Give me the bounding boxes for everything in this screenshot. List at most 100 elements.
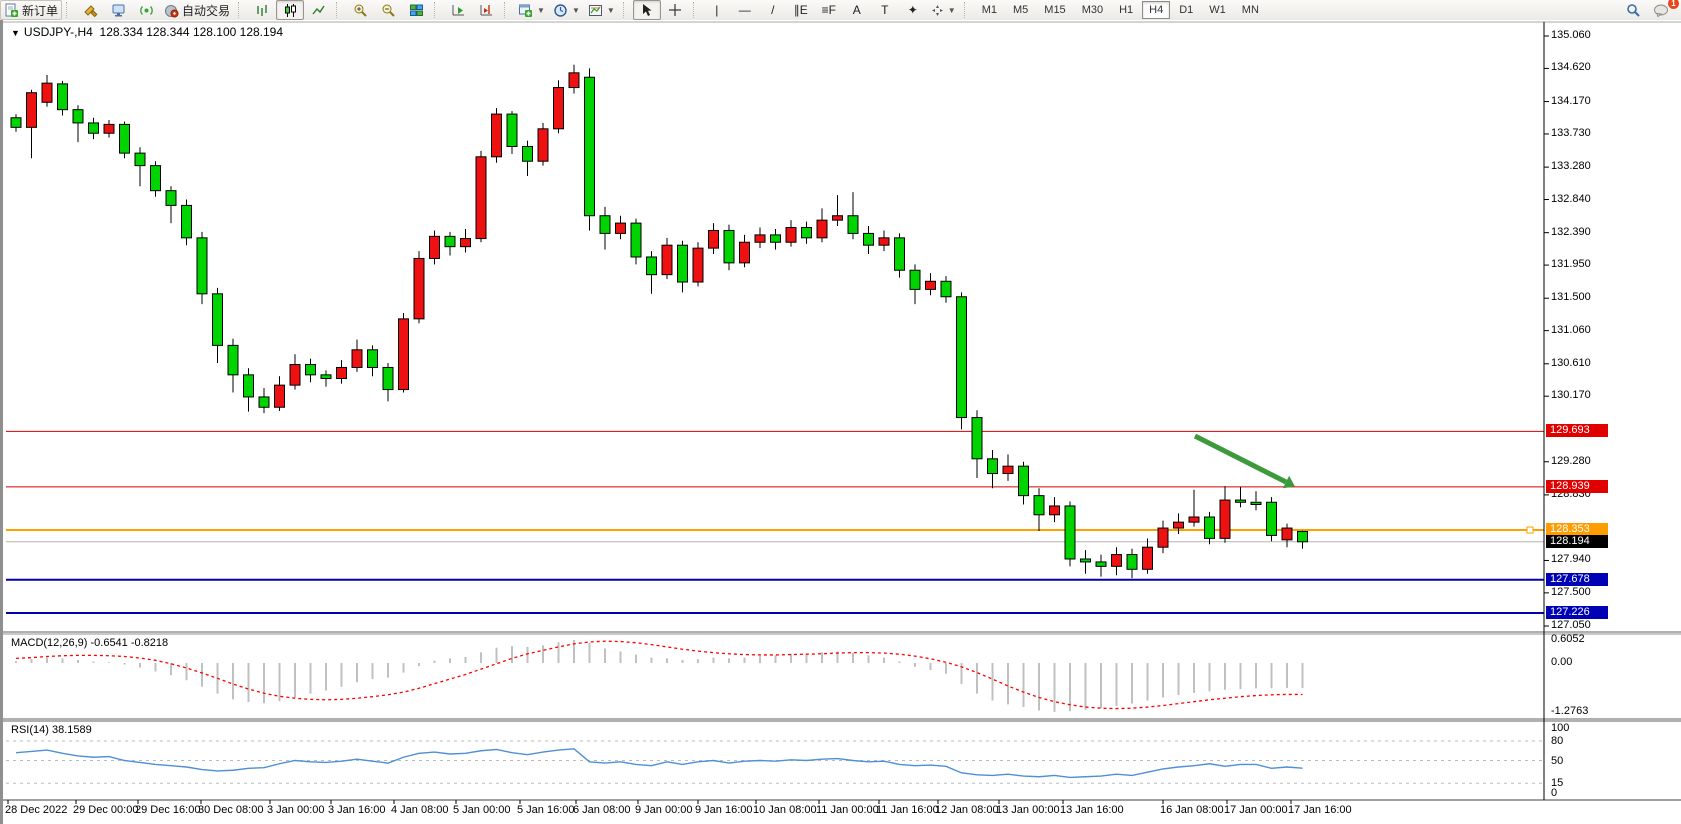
periods-button[interactable]: ▼	[549, 0, 584, 20]
arrows-dropdown-button[interactable]: ▼	[927, 0, 960, 20]
zoom-out-button[interactable]	[374, 0, 402, 20]
time-axis-label[interactable]: 17 Jan 00:00	[1224, 804, 1288, 816]
notifications-button[interactable]: 1	[1647, 0, 1679, 20]
time-axis-label[interactable]: 11 Jan 00:00	[816, 804, 879, 816]
time-axis-label[interactable]: 5 Jan 16:00	[517, 804, 575, 816]
macd-axis-label[interactable]: -1.2763	[1551, 704, 1589, 717]
chart-ohlc-values: 128.334 128.344 128.100 128.194	[99, 25, 284, 39]
fibonacci-button[interactable]: ≡F	[815, 0, 843, 20]
price-axis-tick-label[interactable]: 134.620	[1551, 61, 1591, 74]
time-axis-label[interactable]: 13 Jan 16:00	[1060, 804, 1124, 816]
price-axis-tick-label[interactable]: 134.170	[1551, 94, 1591, 107]
time-axis-label[interactable]: 30 Dec 08:00	[198, 804, 264, 816]
candlestick-chart-button[interactable]	[276, 0, 305, 20]
rsi-axis-label[interactable]: 15	[1551, 777, 1564, 790]
timeframe-button-m30[interactable]: M30	[1081, 4, 1104, 16]
price-axis-tick-label[interactable]: 127.940	[1551, 553, 1591, 566]
new-order-button[interactable]: 新订单	[0, 0, 63, 20]
time-axis-label[interactable]: 12 Jan 08:00	[935, 804, 999, 816]
time-axis-label[interactable]: 9 Jan 00:00	[635, 804, 693, 816]
line-chart-button[interactable]	[304, 0, 332, 20]
zoom-in-button[interactable]	[346, 0, 374, 20]
time-axis-label[interactable]: 4 Jan 08:00	[391, 804, 449, 816]
time-axis-label[interactable]: 5 Jan 00:00	[453, 804, 511, 816]
price-axis-tick-label[interactable]: 130.610	[1551, 356, 1591, 369]
equidistant-channel-button[interactable]: ∥E	[787, 0, 815, 20]
toolbar: 新订单	[0, 0, 1681, 21]
new-chart-button[interactable]: ▼	[514, 0, 549, 20]
time-axis-label[interactable]: 10 Jan 08:00	[753, 804, 817, 816]
price-axis-tick-label[interactable]: 129.280	[1551, 454, 1591, 467]
candle-body	[57, 83, 68, 111]
rsi-axis-label[interactable]: 0	[1551, 787, 1558, 799]
time-axis-label[interactable]: 6 Jan 08:00	[573, 804, 631, 816]
timeframe-button-w1[interactable]: W1	[1209, 4, 1226, 16]
price-axis-tick-label[interactable]: 130.170	[1551, 389, 1591, 402]
timeframe-button-h1[interactable]: H1	[1119, 4, 1134, 16]
rsi-axis-label[interactable]: 80	[1551, 735, 1564, 747]
macd-axis-label[interactable]: 0.6052	[1551, 632, 1585, 645]
timeframe-button-h4[interactable]: H4	[1142, 1, 1171, 19]
crosshair-icon	[668, 4, 681, 16]
timeframe-button-d1[interactable]: D1	[1179, 4, 1194, 16]
price-axis-tick-label[interactable]: 127.050	[1551, 619, 1591, 632]
cursor-button[interactable]	[632, 0, 661, 20]
bar-chart-button[interactable]	[248, 0, 276, 20]
time-axis-label[interactable]: 9 Jan 16:00	[695, 804, 753, 816]
templates-button[interactable]: ▼	[584, 0, 619, 20]
rsi-axis-label[interactable]: 100	[1551, 722, 1570, 734]
expert-advisors-button[interactable]	[104, 0, 132, 20]
tile-windows-button[interactable]	[402, 0, 430, 20]
time-axis-label[interactable]: 13 Jan 00:00	[996, 804, 1060, 816]
timeframe-button-m1[interactable]: M1	[981, 4, 997, 16]
macd-label: MACD(12,26,9) -0.6541 -0.8218	[11, 637, 169, 649]
price-axis-tick-label[interactable]: 131.950	[1551, 258, 1591, 271]
candlestick-icon	[284, 3, 296, 17]
time-axis-label[interactable]: 28 Dec 2022	[5, 804, 68, 816]
price-axis-tick-label[interactable]: 131.060	[1551, 323, 1591, 336]
price-axis-tick-label[interactable]: 133.280	[1551, 160, 1591, 173]
market-watch-button[interactable]	[76, 0, 104, 20]
timeframe-button-m5[interactable]: M5	[1013, 4, 1029, 16]
rsi-axis-label[interactable]: 50	[1551, 754, 1564, 767]
price-axis-tick-label[interactable]: 135.060	[1551, 29, 1591, 41]
chart-shift-icon	[480, 4, 492, 15]
chart-shift-button[interactable]	[472, 0, 500, 20]
arrows-tool-button[interactable]: ✦	[899, 0, 927, 20]
price-axis-tick-label[interactable]: 131.500	[1551, 291, 1591, 304]
price-axis-tick-label[interactable]: 133.730	[1551, 126, 1591, 139]
search-button[interactable]	[1619, 0, 1647, 20]
candle-body	[26, 92, 37, 128]
crosshair-button[interactable]	[661, 0, 689, 20]
time-axis-label[interactable]: 3 Jan 16:00	[328, 804, 386, 816]
toolbar-separator	[504, 2, 512, 18]
line-drag-handle[interactable]	[1526, 526, 1534, 534]
time-axis-label[interactable]: 29 Dec 16:00	[135, 804, 201, 816]
time-axis-label[interactable]: 11 Jan 16:00	[876, 804, 939, 816]
price-axis-tick-label[interactable]: 132.840	[1551, 192, 1591, 205]
signals-button[interactable]	[132, 0, 160, 20]
price-axis-tick-label[interactable]: 132.390	[1551, 225, 1591, 238]
price-axis-tick-label[interactable]: 127.500	[1551, 585, 1591, 598]
auto-trading-button[interactable]: 自动交易	[160, 0, 234, 20]
text-label-button[interactable]: T	[871, 0, 899, 20]
time-axis-label[interactable]: 17 Jan 16:00	[1288, 804, 1352, 816]
horizontal-line-button[interactable]: —	[731, 0, 759, 20]
time-axis-label[interactable]: 3 Jan 00:00	[267, 804, 325, 816]
time-axis-label[interactable]: 29 Dec 00:00	[73, 804, 139, 816]
chart-dropdown-icon[interactable]: ▼	[11, 28, 20, 38]
notification-count-badge: 1	[1668, 0, 1679, 9]
candle-body	[522, 145, 533, 162]
chart-canvas[interactable]: ▼ USDJPY-,H4 128.334 128.344 128.100 128.…	[0, 20, 1681, 824]
trendline-button[interactable]: /	[759, 0, 787, 20]
vertical-line-button[interactable]: |	[703, 0, 731, 20]
toolbar-separator	[66, 2, 74, 18]
time-axis-label[interactable]: 16 Jan 08:00	[1160, 804, 1224, 816]
macd-axis-label[interactable]: 0.00	[1551, 656, 1573, 668]
timeframe-button-m15[interactable]: M15	[1044, 4, 1066, 16]
trend-arrow[interactable]	[1193, 433, 1288, 485]
text-button[interactable]: A	[843, 0, 871, 20]
auto-scroll-button[interactable]	[444, 0, 472, 20]
timeframe-button-mn[interactable]: MN	[1241, 4, 1259, 16]
zoom-out-icon	[382, 4, 395, 17]
